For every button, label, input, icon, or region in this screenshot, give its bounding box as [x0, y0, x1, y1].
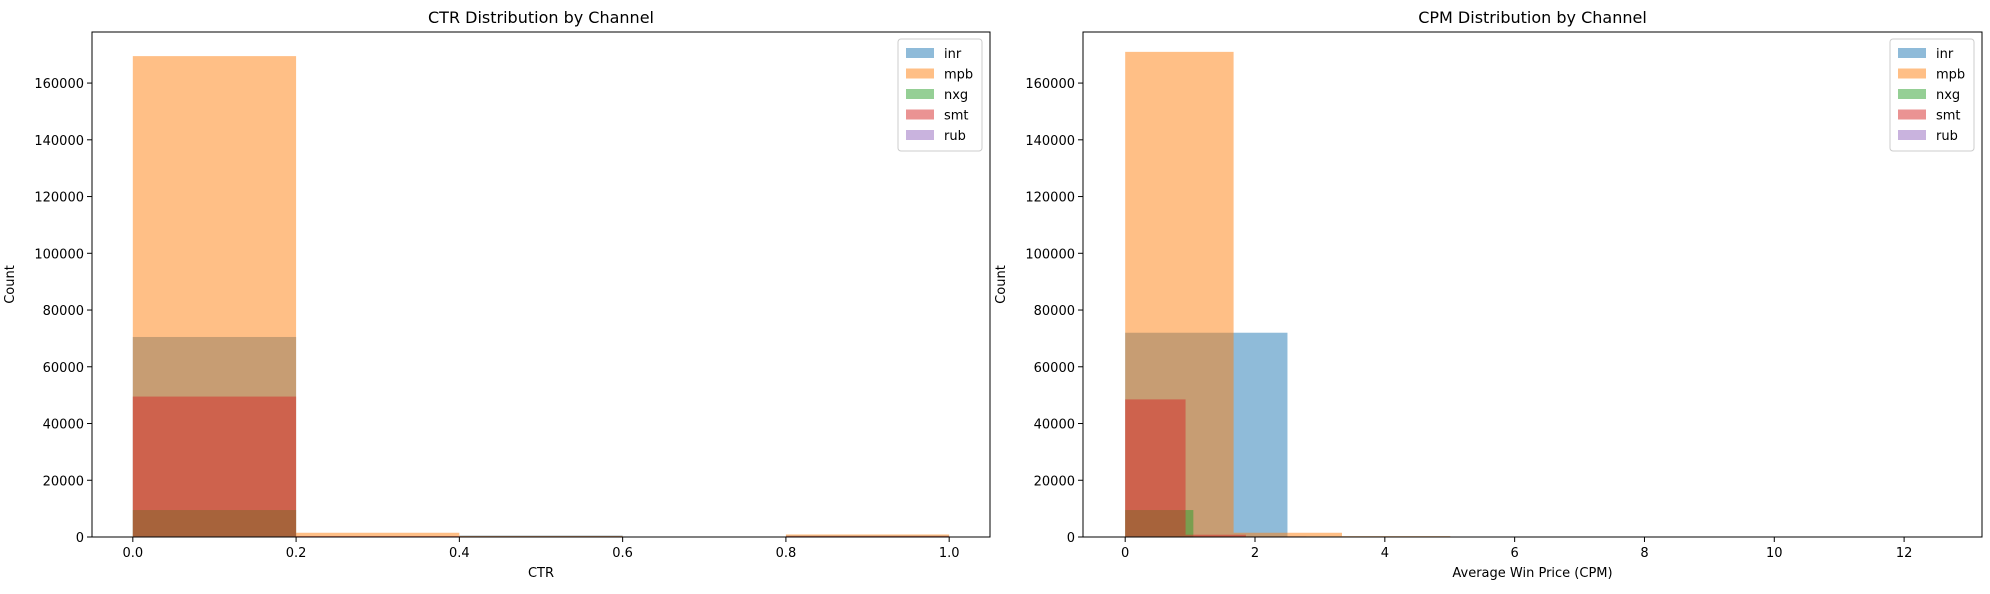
- ctr-ytick-label-4: 80000: [43, 304, 84, 319]
- cpm-ylabel: Count: [994, 265, 1009, 304]
- cpm-ytick-label-1: 20000: [1034, 474, 1075, 489]
- cpm-ytick-label-2: 40000: [1034, 418, 1075, 433]
- ctr-legend-swatch-nxg: [906, 89, 934, 99]
- ctr-legend-label-smt: smt: [944, 109, 969, 124]
- ctr-ytick-label-5: 100000: [34, 247, 84, 262]
- ctr-xtick-label-2: 0.4: [449, 546, 470, 561]
- cpm-legend-label-rub: rub: [1936, 129, 1958, 144]
- ctr-title: CTR Distribution by Channel: [428, 8, 654, 27]
- cpm-ytick-label-4: 80000: [1034, 304, 1075, 319]
- ctr-xtick-label-4: 0.8: [776, 546, 797, 561]
- cpm-legend-box: [1889, 38, 1975, 152]
- cpm-bar-smt-1: [1185, 534, 1246, 537]
- ctr-bar-mpb-1: [296, 532, 460, 537]
- ctr-xtick-label-3: 0.6: [612, 546, 633, 561]
- cpm-chart: CPM Distribution by Channel 0 2 4 6 8 10 12 0 200…: [994, 8, 1983, 581]
- cpm-xtick-label-1: 2: [1251, 546, 1259, 561]
- cpm-legend: inr mpb nxg smt rub: [1889, 38, 1975, 152]
- cpm-ytick-label-3: 60000: [1034, 361, 1075, 376]
- cpm-xtick-label-0: 0: [1121, 546, 1129, 561]
- cpm-legend-swatch-inr: [1898, 48, 1926, 58]
- ctr-bar-mpb-4: [785, 534, 950, 537]
- cpm-ytick-label-0: 0: [1067, 531, 1075, 546]
- ctr-ytick-label-0: 0: [76, 531, 84, 546]
- cpm-bar-mpb-1: [1233, 532, 1342, 537]
- cpm-bars: [1125, 51, 1937, 538]
- cpm-legend-label-smt: smt: [1936, 109, 1961, 124]
- cpm-ytick-label-7: 140000: [1025, 134, 1075, 149]
- ctr-chart: CTR Distribution by Channel 0.0 0.2 0.4 0.6 0…: [3, 8, 991, 581]
- cpm-axes-frame: [1082, 31, 1983, 538]
- cpm-xtick-label-4: 8: [1640, 546, 1648, 561]
- ctr-legend-label-inr: inr: [944, 47, 962, 62]
- cpm-legend-label-mpb: mpb: [1936, 68, 1965, 83]
- ctr-ytick-label-1: 20000: [43, 474, 84, 489]
- cpm-legend-swatch-rub: [1898, 130, 1926, 140]
- cpm-xlabel: Average Win Price (CPM): [1452, 566, 1612, 581]
- ctr-ytick-label-6: 120000: [34, 191, 84, 206]
- cpm-ytick-label-5: 100000: [1025, 247, 1075, 262]
- ctr-ytick-label-7: 140000: [34, 134, 84, 149]
- cpm-title: CPM Distribution by Channel: [1418, 8, 1647, 27]
- ctr-legend-label-rub: rub: [944, 129, 966, 144]
- cpm-xtick-label-5: 10: [1766, 546, 1783, 561]
- ctr-bars: [132, 56, 950, 538]
- cpm-bar-smt-0: [1125, 399, 1186, 537]
- ctr-xtick-label-0: 0.0: [122, 546, 143, 561]
- ctr-legend-label-nxg: nxg: [944, 88, 968, 103]
- ctr-legend-swatch-rub: [906, 130, 934, 140]
- cpm-legend-label-nxg: nxg: [1936, 88, 1960, 103]
- ctr-legend-box: [897, 38, 983, 152]
- ctr-ytick-label-8: 160000: [34, 77, 84, 92]
- cpm-legend-label-inr: inr: [1936, 47, 1954, 62]
- cpm-xtick-label-3: 6: [1511, 546, 1519, 561]
- ctr-legend-swatch-mpb: [906, 68, 934, 79]
- cpm-ytick-label-8: 160000: [1025, 77, 1075, 92]
- cpm-legend-swatch-nxg: [1898, 89, 1926, 99]
- ctr-xtick-label-5: 1.0: [939, 546, 960, 561]
- ctr-xlabel: CTR: [528, 566, 554, 581]
- ctr-legend-swatch-inr: [906, 48, 934, 58]
- cpm-xtick-label-2: 4: [1381, 546, 1389, 561]
- cpm-ytick-label-6: 120000: [1025, 191, 1075, 206]
- ctr-axes-frame: [91, 31, 991, 538]
- ctr-legend: inr mpb nxg smt rub: [897, 38, 983, 152]
- ctr-legend-label-mpb: mpb: [944, 68, 973, 83]
- cpm-legend-swatch-mpb: [1898, 68, 1926, 79]
- cpm-legend-swatch-smt: [1898, 109, 1926, 120]
- cpm-xtick-label-6: 12: [1896, 546, 1913, 561]
- ctr-xtick-label-1: 0.2: [286, 546, 307, 561]
- ctr-legend-swatch-smt: [906, 109, 934, 120]
- ctr-ylabel: Count: [3, 265, 18, 304]
- ctr-ytick-label-3: 60000: [43, 361, 84, 376]
- ctr-bar-smt-0: [132, 396, 297, 537]
- ctr-ytick-label-2: 40000: [43, 418, 84, 433]
